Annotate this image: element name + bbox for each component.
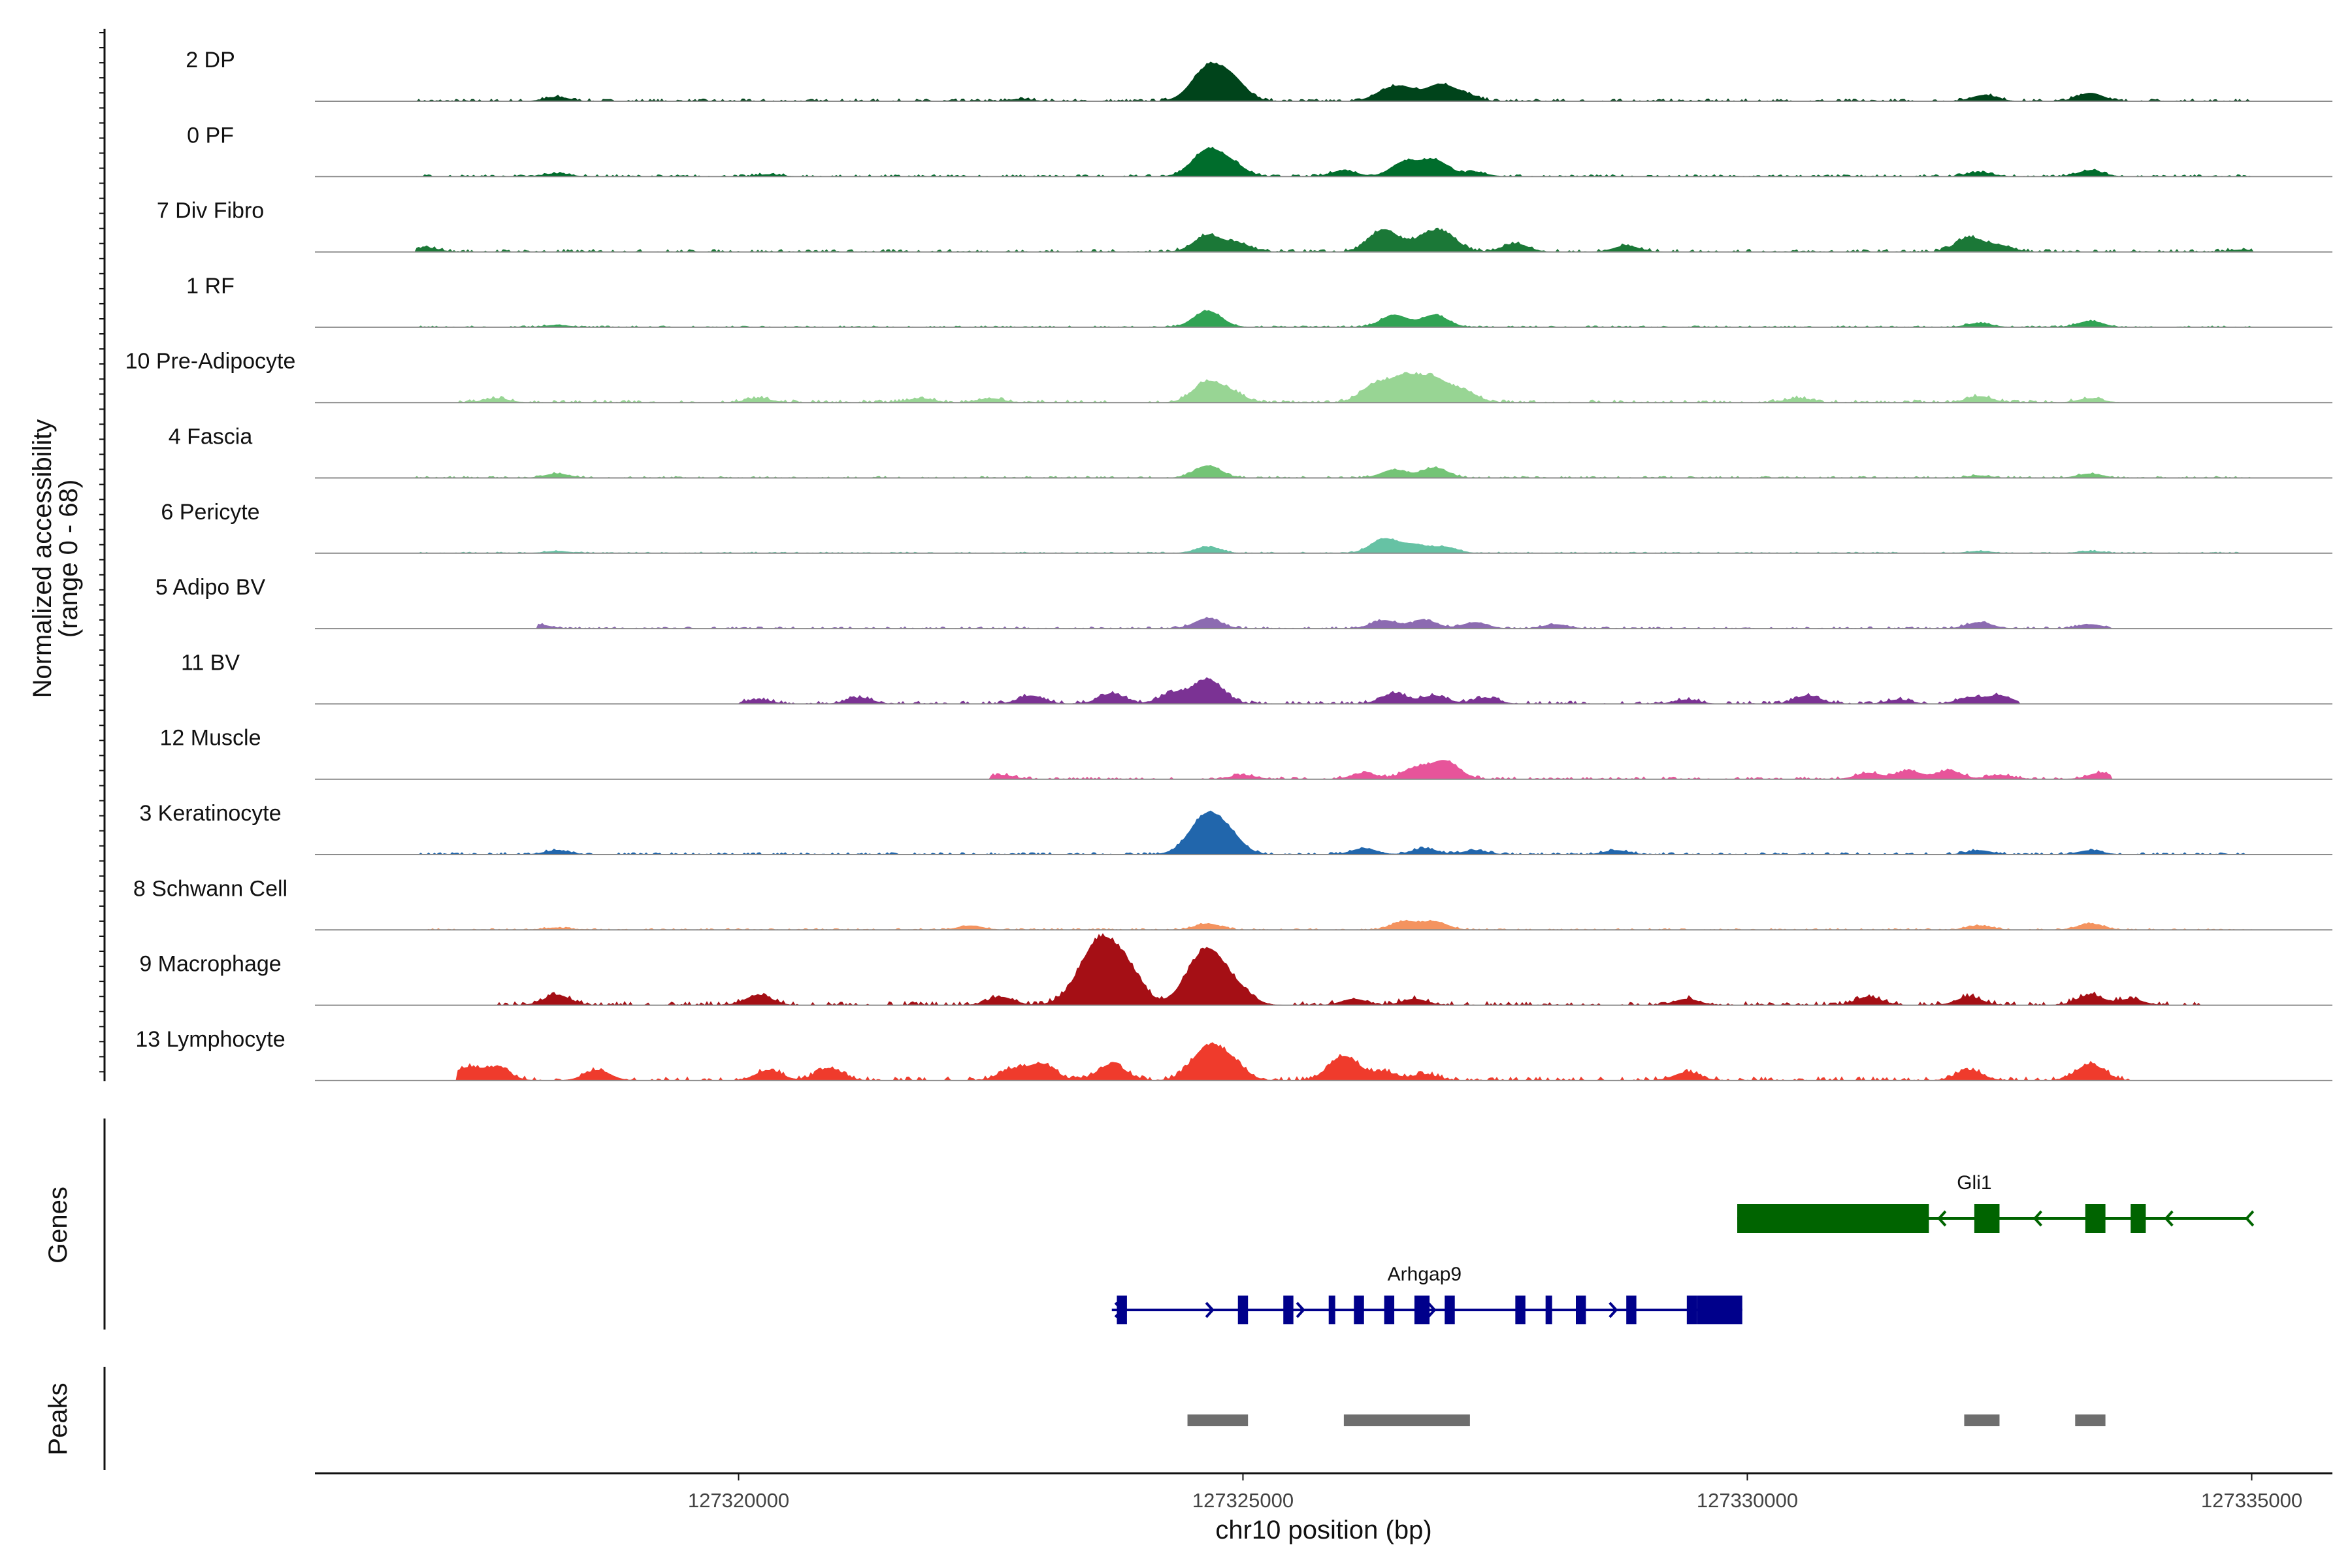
strand-arrow [2245,1210,2255,1227]
track-label: 4 Fascia [169,425,253,449]
track-3-keratinocyte: 3 Keratinocyte [139,801,2332,855]
genes-panel: Genes Gli1 Arhgap9 [44,1119,2255,1330]
gene-exon [2131,1204,2146,1233]
track-label: 12 Muscle [160,726,261,751]
peak-region [2075,1414,2106,1426]
y-axis-title-line2: (range 0 - 68) [54,480,83,638]
coverage-area [315,538,2332,554]
genes-panel-label: Genes [44,1186,73,1264]
track-label: 10 Pre-Adipocyte [125,349,296,374]
coverage-area [315,677,2332,705]
coverage-area [315,146,2332,177]
coverage-area [315,810,2332,855]
coverage-area [315,933,2332,1006]
coverage-area [315,617,2332,629]
track-label: 8 Schwann Cell [133,876,287,901]
coverage-area [315,372,2332,404]
coverage-area [315,760,2332,780]
track-label: 7 Div Fibro [157,199,264,223]
gene-label: Arhgap9 [1388,1264,1462,1285]
track-label: 3 Keratinocyte [139,801,281,826]
track-label: 6 Pericyte [161,500,259,525]
strand-arrow [1937,1210,1947,1227]
track-label: 13 Lymphocyte [135,1027,285,1052]
y-axis-title-line1: Normalized accessibility [28,419,57,698]
gene-gli1: Gli1 [1737,1172,2255,1233]
gene-exon [1576,1296,1586,1324]
track-label: 1 RF [186,274,235,299]
coverage-area [315,61,2332,102]
x-tick-label: 127325000 [1192,1489,1294,1512]
x-tick-label: 127330000 [1697,1489,1798,1512]
peaks-panel: Peaks [44,1367,2106,1470]
track-5-adipo-bv: 5 Adipo BV [155,575,2332,630]
track-label: 9 Macrophage [139,952,281,977]
peak-region [1964,1414,2000,1426]
peak-region [1343,1414,1470,1426]
strand-arrow [2033,1210,2042,1227]
gene-exon [1697,1296,1742,1324]
y-axis [99,29,106,1081]
track-label: 0 PF [187,123,234,148]
peaks-panel-label: Peaks [44,1382,73,1455]
track-7-div-fibro: 7 Div Fibro [157,199,2332,253]
gene-exon [1283,1296,1294,1324]
gene-exon [1354,1296,1364,1324]
strand-arrow [1609,1301,1618,1318]
gene-exon [1237,1296,1249,1324]
track-11-bv: 11 BV [181,650,2332,705]
track-4-fascia: 4 Fascia [169,425,2332,479]
gene-exon [1626,1296,1637,1324]
x-tick-label: 127335000 [2201,1489,2302,1512]
strand-arrow [1296,1301,1305,1318]
track-0-pf: 0 PF [187,123,2332,178]
x-axis-title: chr10 position (bp) [1215,1516,1431,1544]
x-tick-label: 127320000 [688,1489,789,1512]
track-label: 5 Adipo BV [155,575,266,600]
gene-exon [1545,1296,1552,1324]
strand-arrow [1205,1301,1215,1318]
gene-arhgap9: Arhgap9 [1111,1264,1742,1324]
gene-exon [1445,1296,1455,1324]
track-12-muscle: 12 Muscle [160,726,2332,780]
track-2-dp: 2 DP [186,48,2332,102]
track-label: 2 DP [186,48,235,73]
gene-exon [1686,1296,1697,1324]
track-label: 11 BV [181,650,240,675]
coverage-tracks: 2 DP 0 PF 7 Div Fibro 1 RF 10 Pre-Adipocyte 4… [125,48,2332,1081]
track-8-schwann-cell: 8 Schwann Cell [133,876,2332,931]
track-1-rf: 1 RF [186,274,2332,328]
peak-region [1187,1414,1249,1426]
strand-arrow [1427,1301,1437,1318]
coverage-area [315,1042,2332,1081]
track-6-pericyte: 6 Pericyte [161,500,2332,554]
coverage-area [315,310,2332,328]
strand-arrow [1114,1301,1124,1318]
x-axis: 127320000 127325000 127330000 127335000 [315,1472,2332,1512]
track-10-pre-adipocyte: 10 Pre-Adipocyte [125,349,2332,404]
gene-exon [1515,1296,1526,1324]
coverage-area [315,919,2332,930]
track-13-lymphocyte: 13 Lymphocyte [135,1027,2332,1081]
gene-exon [2085,1204,2106,1233]
track-9-macrophage: 9 Macrophage [139,933,2332,1006]
gene-exon [1414,1296,1430,1324]
gene-exon [1974,1204,2000,1233]
gene-exon [1384,1296,1395,1324]
coverage-area [315,227,2332,253]
gene-label: Gli1 [1957,1172,1991,1194]
gene-exon [1328,1296,1335,1324]
coverage-area [315,465,2332,479]
gene-exon [1737,1204,1929,1233]
strand-arrow [2164,1210,2174,1227]
